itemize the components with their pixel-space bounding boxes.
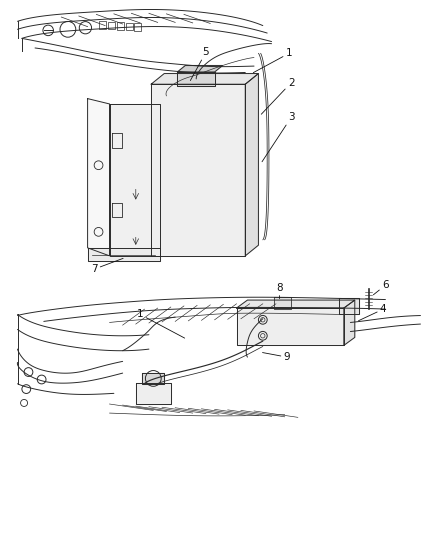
Text: 8: 8 bbox=[276, 283, 283, 298]
Text: 6: 6 bbox=[373, 280, 389, 295]
Text: 1: 1 bbox=[253, 49, 293, 72]
Bar bbox=[126, 23, 133, 30]
Text: 1: 1 bbox=[137, 310, 185, 338]
Polygon shape bbox=[110, 104, 160, 256]
Bar bbox=[99, 21, 106, 29]
Bar bbox=[117, 22, 124, 30]
Polygon shape bbox=[88, 99, 110, 256]
Text: 4: 4 bbox=[359, 304, 387, 321]
Polygon shape bbox=[177, 72, 215, 86]
Polygon shape bbox=[274, 297, 291, 309]
Bar bbox=[134, 23, 141, 31]
Text: 9: 9 bbox=[262, 352, 290, 362]
Polygon shape bbox=[339, 298, 359, 314]
Text: 7: 7 bbox=[91, 259, 123, 274]
Polygon shape bbox=[237, 308, 344, 345]
Polygon shape bbox=[151, 74, 258, 84]
Text: 2: 2 bbox=[261, 78, 295, 114]
Text: 3: 3 bbox=[262, 112, 295, 161]
Polygon shape bbox=[177, 66, 223, 72]
Polygon shape bbox=[151, 84, 245, 256]
Polygon shape bbox=[142, 373, 164, 384]
Polygon shape bbox=[136, 383, 171, 404]
Text: 5: 5 bbox=[191, 47, 209, 80]
Bar bbox=[108, 22, 115, 29]
Polygon shape bbox=[237, 300, 355, 308]
Polygon shape bbox=[344, 300, 355, 345]
Polygon shape bbox=[245, 74, 258, 256]
Polygon shape bbox=[88, 248, 160, 261]
